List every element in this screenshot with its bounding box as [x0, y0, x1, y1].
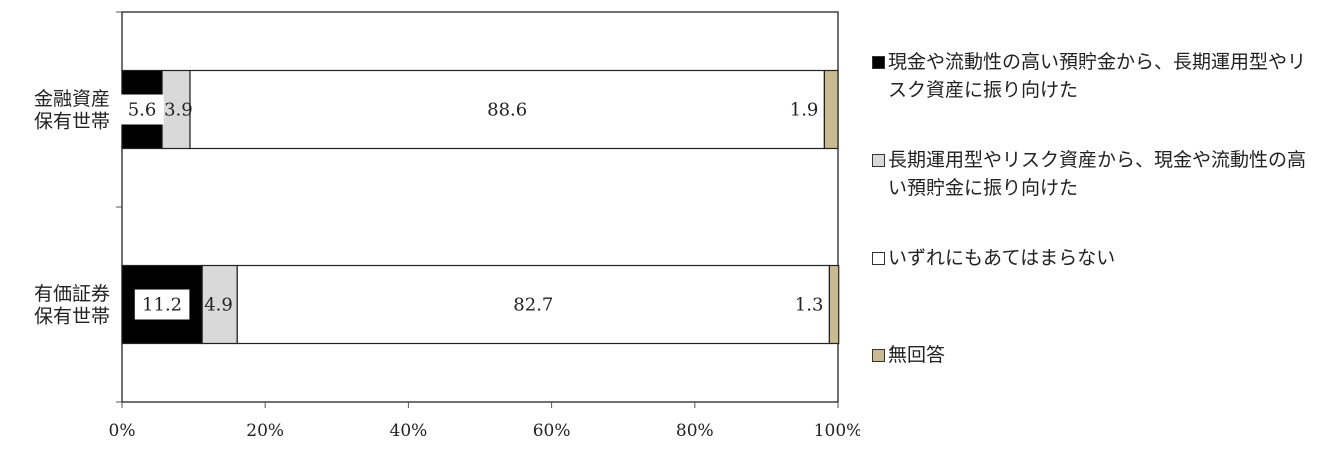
- data-label: 4.9: [204, 295, 233, 316]
- legend-swatch: [872, 349, 885, 362]
- category-label: 有価証券保有世帯: [34, 283, 110, 328]
- category-label: 金融資産保有世帯: [34, 88, 110, 133]
- x-tick-label: 20%: [246, 421, 284, 441]
- legend-item: 長期運用型やリスク資産から、現金や流動性の高い預貯金に振り向けた: [872, 146, 1318, 202]
- data-label: 5.6: [128, 100, 157, 121]
- bar-segment: [189, 69, 825, 150]
- data-label: 1.3: [795, 295, 824, 316]
- legend-swatch: [872, 154, 885, 167]
- bar-segment: [236, 264, 831, 345]
- x-tick-label: 0%: [109, 421, 136, 441]
- legend-label: 現金や流動性の高い預貯金から、長期運用型やリスク資産に振り向けた: [888, 51, 1307, 101]
- data-label: 82.7: [513, 295, 553, 316]
- legend-item: 無回答: [872, 341, 1318, 369]
- bar-segment: [828, 264, 840, 345]
- legend-label: 長期運用型やリスク資産から、現金や流動性の高い預貯金に振り向けた: [888, 149, 1307, 199]
- x-tick-label: 100%: [814, 421, 860, 441]
- legend-label: いずれにもあてはまらない: [888, 247, 1116, 269]
- data-label: 11.2: [142, 295, 182, 316]
- x-tick-label: 60%: [533, 421, 571, 441]
- bar-segment: [201, 264, 238, 345]
- data-label-bg: [134, 289, 190, 320]
- x-tick-label: 80%: [676, 421, 714, 441]
- bar-segment: [161, 69, 191, 150]
- data-label: 1.9: [790, 100, 819, 121]
- legend-swatch: [872, 56, 885, 69]
- x-tick-label: 40%: [390, 421, 428, 441]
- data-label-bg: [120, 94, 164, 125]
- data-label: 3.9: [164, 100, 193, 121]
- legend-label: 無回答: [888, 344, 946, 366]
- bar-segment: [823, 69, 839, 150]
- data-label: 88.6: [487, 100, 527, 121]
- legend-swatch: [872, 252, 885, 265]
- legend-item: いずれにもあてはまらない: [872, 244, 1318, 272]
- legend-item: 現金や流動性の高い預貯金から、長期運用型やリスク資産に振り向けた: [872, 48, 1318, 104]
